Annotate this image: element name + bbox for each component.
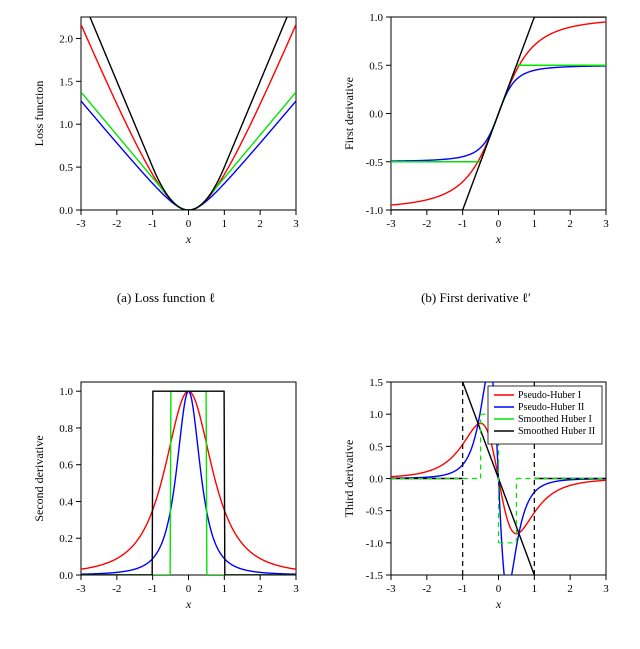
svg-text:1.0: 1.0 [369, 12, 383, 24]
svg-text:0: 0 [186, 583, 192, 595]
svg-text:-1: -1 [148, 218, 157, 230]
svg-text:3: 3 [293, 583, 299, 595]
svg-text:-2: -2 [422, 218, 431, 230]
svg-text:3: 3 [603, 583, 609, 595]
svg-text:Third derivative: Third derivative [342, 440, 356, 518]
svg-text:1: 1 [532, 218, 538, 230]
panel-first-deriv: -3 -2 -1 0 1 2 3 -1.0 -0.5 0.0 0.5 1.0 x First deriva… [336, 5, 616, 255]
svg-text:1.5: 1.5 [369, 377, 383, 389]
svg-text:0.0: 0.0 [59, 205, 73, 217]
svg-text:0.8: 0.8 [59, 423, 73, 435]
svg-text:0: 0 [496, 583, 502, 595]
caption-b: (b) First derivative ℓ′ [336, 290, 616, 306]
svg-text:-3: -3 [76, 583, 86, 595]
caption-a: (a) Loss function ℓ [26, 290, 306, 306]
svg-text:0.5: 0.5 [369, 441, 383, 453]
svg-text:First derivative: First derivative [342, 77, 356, 150]
svg-text:x: x [495, 232, 502, 246]
panel-loss: -3 -2 -1 0 1 2 3 0.0 0.5 1.0 1.5 2.0 x Loss function [26, 5, 306, 255]
svg-text:-2: -2 [112, 218, 121, 230]
svg-text:0.0: 0.0 [369, 474, 383, 486]
svg-text:-1: -1 [458, 218, 467, 230]
svg-text:Loss function: Loss function [32, 81, 46, 147]
svg-text:-3: -3 [386, 583, 396, 595]
svg-text:3: 3 [603, 218, 609, 230]
svg-text:2: 2 [257, 218, 263, 230]
svg-text:-3: -3 [386, 218, 396, 230]
svg-text:Second derivative: Second derivative [32, 435, 46, 521]
svg-text:-0.5: -0.5 [366, 157, 384, 169]
svg-text:-0.5: -0.5 [366, 506, 384, 518]
panel-third-deriv: -3 -2 -1 0 1 2 3 -1.5 -1.0 -0.5 0.0 0.5 1.0 1.5 x Third… [336, 370, 616, 620]
svg-text:Pseudo-Huber I: Pseudo-Huber I [518, 390, 581, 401]
svg-text:2: 2 [567, 583, 573, 595]
svg-text:2: 2 [257, 583, 263, 595]
svg-text:-3: -3 [76, 218, 86, 230]
svg-text:Smoothed Huber II: Smoothed Huber II [518, 426, 595, 437]
svg-text:-1: -1 [458, 583, 467, 595]
svg-text:-2: -2 [112, 583, 121, 595]
svg-text:0.5: 0.5 [59, 162, 73, 174]
svg-text:-1.5: -1.5 [366, 570, 384, 582]
svg-text:Smoothed Huber I: Smoothed Huber I [518, 414, 592, 425]
svg-text:-2: -2 [422, 583, 431, 595]
svg-text:0.5: 0.5 [369, 60, 383, 72]
svg-text:0.2: 0.2 [59, 533, 73, 545]
svg-text:1: 1 [532, 583, 538, 595]
svg-text:0: 0 [496, 218, 502, 230]
svg-text:-1.0: -1.0 [366, 538, 384, 550]
svg-text:2.0: 2.0 [59, 33, 73, 45]
svg-text:0.4: 0.4 [59, 496, 73, 508]
svg-text:1.0: 1.0 [59, 119, 73, 131]
svg-text:0: 0 [186, 218, 192, 230]
svg-text:0.0: 0.0 [369, 109, 383, 121]
svg-text:1.0: 1.0 [59, 386, 73, 398]
svg-text:0.6: 0.6 [59, 460, 73, 472]
svg-text:3: 3 [293, 218, 299, 230]
svg-text:2: 2 [567, 218, 573, 230]
svg-text:1.0: 1.0 [369, 409, 383, 421]
svg-text:Pseudo-Huber II: Pseudo-Huber II [518, 402, 584, 413]
panel-second-deriv: -3 -2 -1 0 1 2 3 0.0 0.2 0.4 0.6 0.8 1.0 x Second deri… [26, 370, 306, 620]
svg-text:1.5: 1.5 [59, 76, 73, 88]
svg-text:-1: -1 [148, 583, 157, 595]
svg-text:0.0: 0.0 [59, 570, 73, 582]
svg-text:x: x [495, 597, 502, 611]
svg-text:x: x [185, 232, 192, 246]
svg-text:1: 1 [222, 583, 228, 595]
svg-text:-1.0: -1.0 [366, 205, 384, 217]
svg-text:1: 1 [222, 218, 228, 230]
svg-text:x: x [185, 597, 192, 611]
